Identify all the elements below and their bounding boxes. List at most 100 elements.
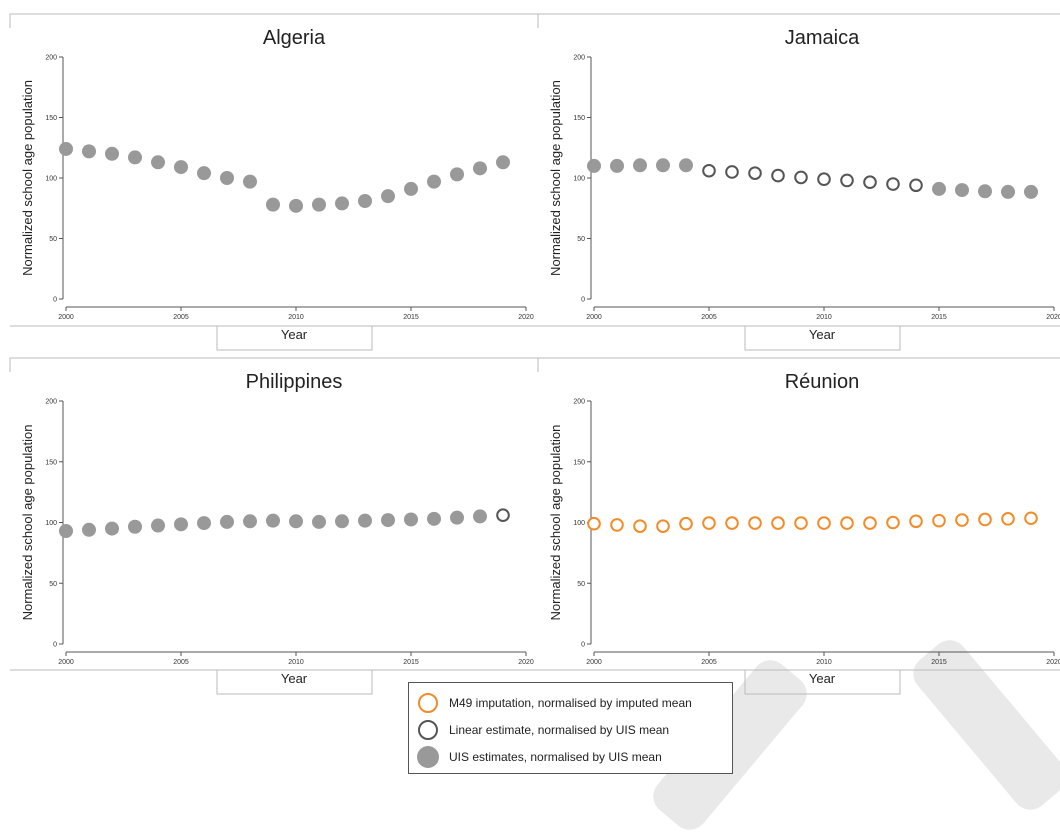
chart-panel-1: Jamaica 0 50 100 150 200 Normalized school age…	[537, 13, 1060, 351]
x-tick-label: 2020	[518, 659, 534, 666]
y-tick-label: 50	[49, 236, 57, 243]
x-tick-label: 2020	[518, 314, 534, 321]
x-tick-label: 2010	[288, 314, 304, 321]
gray-dot-icon	[417, 746, 439, 768]
data-point-m49	[955, 513, 969, 527]
data-point-uis	[59, 141, 73, 156]
y-tick-label: 0	[581, 297, 585, 304]
y-tick-label: 50	[577, 581, 585, 588]
data-point-m49	[817, 516, 831, 530]
data-point-uis	[243, 514, 257, 529]
y-tick-label: 150	[45, 459, 57, 466]
data-point-m49	[1001, 512, 1015, 526]
x-tick-label: 2000	[586, 314, 602, 321]
data-point-linear	[748, 166, 762, 180]
data-point-uis	[128, 519, 142, 534]
data-point-uis	[151, 518, 165, 533]
y-tick-label: 150	[573, 459, 585, 466]
data-point-uis	[243, 174, 257, 189]
legend-label-uis: UIS estimates, normalised by UIS mean	[449, 750, 662, 764]
data-point-uis	[1001, 184, 1015, 199]
data-point-uis	[266, 197, 280, 212]
xlabel-frame	[216, 326, 373, 351]
data-point-uis	[289, 198, 303, 213]
x-tick-label: 2000	[58, 659, 74, 666]
y-axis-label: Normalized school age population	[548, 425, 563, 621]
xlabel-frame	[744, 326, 901, 351]
data-point-uis	[82, 144, 96, 159]
y-tick-label: 150	[573, 115, 585, 122]
data-point-uis	[955, 183, 969, 198]
data-point-uis	[381, 513, 395, 528]
data-point-linear	[909, 178, 923, 193]
data-point-uis	[679, 158, 693, 173]
legend-label-linear: Linear estimate, normalised by UIS mean	[449, 723, 670, 737]
data-point-uis	[59, 524, 73, 539]
data-point-m49	[633, 519, 647, 533]
data-point-uis	[105, 521, 119, 536]
data-point-uis	[358, 193, 372, 208]
data-point-m49	[840, 516, 854, 530]
chart-title: Algeria	[263, 27, 326, 49]
data-point-m49	[909, 514, 923, 529]
data-point-uis	[633, 158, 647, 173]
data-point-m49	[932, 513, 946, 528]
y-tick-label: 50	[49, 581, 57, 588]
data-point-uis	[151, 155, 165, 170]
x-tick-label: 2000	[58, 314, 74, 321]
gray-ring-icon	[417, 719, 439, 741]
y-tick-label: 100	[45, 176, 57, 183]
data-point-linear	[771, 168, 785, 183]
xlabel-frame	[744, 670, 901, 695]
data-point-m49	[748, 516, 762, 530]
data-point-uis	[473, 509, 487, 524]
data-point-linear	[725, 165, 739, 179]
data-point-uis	[473, 161, 487, 176]
data-point-linear	[840, 173, 854, 188]
data-point-uis	[335, 514, 349, 529]
data-point-m49	[1024, 511, 1038, 526]
chart-grid: Algeria 0 50 100 150 200 Normalized school age…	[9, 13, 1060, 695]
y-tick-label: 0	[581, 642, 585, 649]
data-point-uis	[381, 189, 395, 204]
y-tick-label: 200	[45, 55, 57, 62]
data-point-m49	[863, 516, 877, 530]
chart-title: Philippines	[246, 371, 343, 393]
frame-top-line	[9, 357, 545, 372]
chart-title: Jamaica	[785, 27, 860, 49]
y-tick-label: 100	[573, 520, 585, 527]
data-point-m49	[725, 516, 739, 530]
data-point-uis	[587, 158, 601, 173]
chart-panel-2: Philippines 0 50 100 150 200 Normalized school…	[9, 357, 545, 695]
data-point-m49	[610, 518, 624, 532]
data-point-uis	[610, 158, 624, 173]
x-axis-label: Year	[809, 327, 836, 342]
data-point-uis	[450, 167, 464, 182]
x-axis-label: Year	[809, 671, 836, 686]
chart-panel-0: Algeria 0 50 100 150 200 Normalized school age…	[9, 13, 545, 351]
orange-ring-icon	[417, 692, 439, 714]
x-tick-label: 2005	[701, 659, 717, 666]
x-tick-label: 2010	[816, 314, 832, 321]
data-point-uis	[656, 158, 670, 173]
data-point-uis	[358, 513, 372, 528]
data-point-uis	[427, 174, 441, 189]
x-axis-label: Year	[281, 671, 308, 686]
data-point-uis	[266, 513, 280, 528]
x-tick-label: 2010	[288, 659, 304, 666]
x-tick-label: 2010	[816, 659, 832, 666]
chart-title: Réunion	[785, 371, 860, 393]
y-axis-label: Normalized school age population	[20, 80, 35, 276]
x-tick-label: 2015	[403, 314, 419, 321]
x-tick-label: 2005	[173, 314, 189, 321]
frame-top-line	[537, 357, 1060, 372]
data-point-uis	[335, 196, 349, 211]
data-point-linear	[702, 163, 716, 178]
x-tick-label: 2015	[403, 659, 419, 666]
data-point-uis	[197, 166, 211, 181]
data-point-m49	[794, 516, 808, 530]
x-tick-label: 2005	[701, 314, 717, 321]
y-tick-label: 50	[577, 236, 585, 243]
data-point-m49	[656, 519, 670, 533]
data-point-uis	[174, 517, 188, 532]
